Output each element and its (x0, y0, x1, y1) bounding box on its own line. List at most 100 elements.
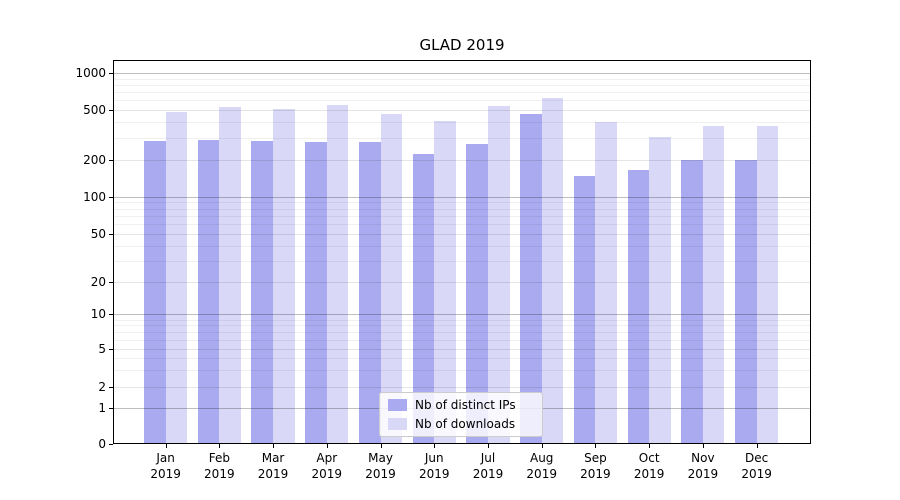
gridline-major-100 (114, 196, 810, 198)
ytick-label-2: 2 (98, 379, 106, 394)
bar-downloads-dec (756, 125, 779, 444)
xtick-label-aug: Aug 2019 (526, 451, 557, 481)
legend-item-downloads: Nb of downloads (388, 417, 534, 431)
ytick-label-5: 5 (98, 342, 106, 356)
legend-swatch-distinct-ips (388, 399, 407, 412)
xtick-mark-oct (649, 444, 651, 448)
xtick-mark-mar (273, 444, 275, 448)
ytick-label-20: 20 (90, 275, 106, 290)
xtick-label-nov: Nov 2019 (687, 451, 719, 481)
gridline-2 (114, 386, 810, 388)
bar-ips-jan (144, 140, 166, 444)
bar-ips-dec (735, 159, 757, 444)
xtick-mark-may (380, 444, 382, 448)
ytick-label-1000: 1000 (75, 66, 106, 81)
gridline-minor-40 (114, 245, 810, 247)
xtick-label-feb: Feb 2019 (204, 451, 235, 481)
gridline-minor-700 (114, 92, 810, 94)
gridline-20 (114, 282, 810, 284)
gridline-200 (114, 159, 810, 161)
legend-box: Nb of distinct IPs Nb of downloads (379, 392, 543, 437)
bar-downloads-feb (219, 107, 241, 444)
gridline-major-1000 (114, 73, 810, 75)
gridline-minor-4 (114, 358, 810, 360)
gridline-minor-30 (114, 261, 810, 263)
bar-ips-oct (627, 169, 650, 444)
ytick-mark-20 (109, 282, 113, 284)
bar-downloads-jul (487, 106, 510, 444)
gridline-minor-8 (114, 325, 810, 327)
legend-item-distinct-ips: Nb of distinct IPs (388, 398, 534, 412)
xtick-label-jul: Jul 2019 (472, 451, 504, 481)
ytick-mark-100 (109, 196, 113, 198)
xtick-mark-apr (326, 444, 328, 448)
bar-downloads-oct (649, 136, 671, 444)
bar-ips-jul (466, 144, 488, 444)
gridline-minor-300 (114, 137, 810, 139)
gridline-minor-80 (114, 208, 810, 210)
xtick-mark-nov (702, 444, 704, 448)
ytick-mark-1000 (109, 73, 113, 75)
ytick-mark-10 (109, 314, 113, 316)
ytick-mark-200 (109, 159, 113, 161)
gridline-minor-60 (114, 224, 810, 226)
legend-label-downloads: Nb of downloads (415, 416, 516, 431)
bar-ips-sep (573, 175, 596, 444)
gridline-minor-400 (114, 122, 810, 124)
bar-ips-jun (412, 153, 435, 444)
bar-downloads-jan (165, 112, 188, 444)
ytick-label-200: 200 (83, 152, 106, 167)
gridline-minor-900 (114, 78, 810, 80)
bar-ips-aug (520, 114, 542, 444)
gridline-major-10 (114, 314, 810, 316)
legend-label-distinct-ips: Nb of distinct IPs (415, 398, 516, 413)
bar-downloads-sep (595, 122, 618, 444)
bar-downloads-nov (702, 125, 725, 444)
ytick-mark-500 (109, 110, 113, 112)
chart-title: GLAD 2019 (419, 36, 505, 54)
gridline-minor-7 (114, 332, 810, 334)
ytick-mark-0 (109, 444, 113, 445)
bar-ips-nov (681, 160, 703, 444)
xtick-label-apr: Apr 2019 (311, 451, 343, 481)
xtick-label-jun: Jun 2019 (418, 451, 450, 481)
xtick-mark-sep (595, 444, 597, 448)
bar-downloads-aug (541, 97, 564, 444)
bar-downloads-jun (434, 120, 456, 444)
gridline-minor-9 (114, 319, 810, 321)
xtick-label-jan: Jan 2019 (150, 451, 181, 481)
gridline-5 (114, 349, 810, 350)
gridline-minor-800 (114, 85, 810, 87)
xtick-mark-jul (487, 444, 489, 448)
xtick-mark-aug (541, 444, 543, 448)
gridline-minor-6 (114, 339, 810, 341)
gridline-500 (114, 110, 810, 112)
bar-ips-may (358, 142, 381, 444)
xtick-mark-feb (219, 444, 221, 448)
ytick-label-0: 0 (98, 437, 106, 451)
xtick-label-dec: Dec 2019 (741, 451, 772, 481)
bar-downloads-may (380, 114, 403, 444)
xtick-label-may: May 2019 (365, 451, 396, 481)
ytick-label-50: 50 (90, 227, 106, 242)
xtick-label-mar: Mar 2019 (257, 451, 289, 481)
legend-swatch-downloads (388, 417, 407, 430)
bar-downloads-mar (273, 109, 295, 444)
ytick-mark-5 (109, 349, 113, 350)
gridline-50 (114, 234, 810, 236)
bar-downloads-apr (326, 104, 349, 444)
xtick-mark-jun (434, 444, 436, 448)
xtick-label-sep: Sep 2019 (580, 451, 611, 481)
ytick-mark-2 (109, 386, 113, 388)
ytick-label-1: 1 (98, 401, 106, 415)
ytick-label-10: 10 (90, 307, 106, 322)
xtick-label-oct: Oct 2019 (633, 451, 665, 481)
bar-ips-apr (305, 141, 327, 444)
xtick-mark-jan (165, 444, 167, 448)
gridline-minor-600 (114, 100, 810, 102)
gridline-minor-3 (114, 369, 810, 371)
gridline-minor-90 (114, 202, 810, 204)
ytick-label-100: 100 (83, 189, 106, 204)
ytick-label-500: 500 (83, 103, 106, 118)
